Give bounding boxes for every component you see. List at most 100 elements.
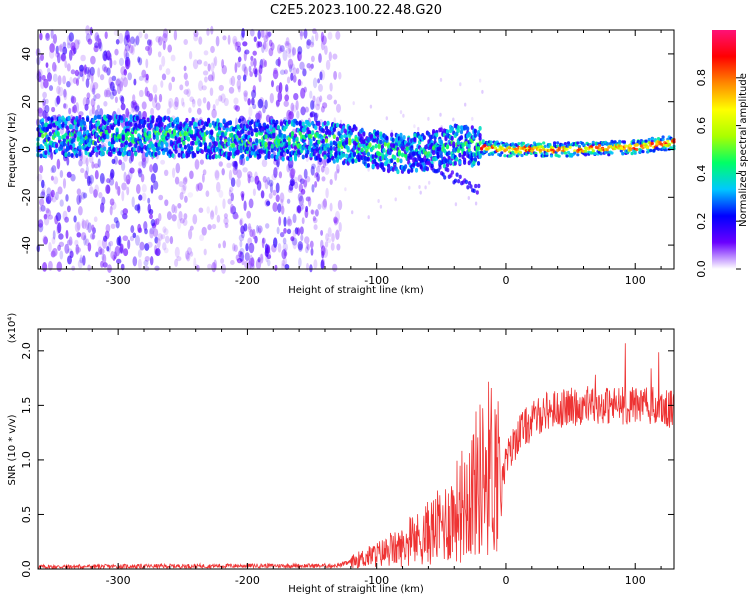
spectrogram-cell: [196, 146, 200, 152]
spectrogram-cell: [457, 179, 461, 184]
spectrogram-cell: [228, 189, 232, 197]
colorbar-label: Normalized spectral amplitude: [738, 73, 749, 227]
spectrogram-cell: [100, 147, 104, 153]
spectrogram-cell: [385, 116, 388, 121]
spectrogram-cell: [318, 157, 322, 163]
spectrogram-cell: [42, 262, 48, 272]
spectrogram-cell: [329, 202, 333, 212]
spectrogram-cell: [549, 154, 554, 158]
spectrogram-cell: [276, 157, 280, 168]
spectrogram-cell: [248, 198, 254, 209]
spectrogram-cell: [249, 28, 255, 37]
spectrogram-cell: [186, 136, 191, 142]
spectrogram-cell: [292, 239, 297, 250]
spectrogram-cell: [57, 75, 62, 86]
spectrogram-cell: [306, 243, 310, 251]
spectrogram-cell: [139, 241, 145, 251]
spectrogram-cell: [320, 245, 326, 256]
spectrogram-cell: [310, 100, 315, 110]
spectrogram-cell: [46, 72, 53, 82]
spectrogram-cell: [91, 233, 95, 240]
spectrogram-x-tick-label: -100: [364, 274, 389, 287]
spectrogram-cell: [221, 58, 225, 69]
spectrogram-cell: [520, 153, 524, 158]
spectrogram-cell: [49, 43, 55, 53]
spectrogram-cell: [135, 115, 139, 121]
spectrogram-cell: [487, 146, 491, 150]
spectrogram-cell: [283, 247, 287, 259]
spectrogram-cell: [182, 183, 187, 191]
spectrogram-cell: [218, 189, 224, 198]
spectrogram-cell: [83, 234, 87, 246]
spectrogram-cell: [239, 251, 244, 262]
spectrogram-cell: [369, 104, 373, 109]
spectrogram-cell: [145, 77, 149, 84]
spectrogram-cell: [93, 216, 98, 223]
spectrogram-cell: [481, 89, 484, 94]
spectrogram-cell: [72, 143, 76, 148]
spectrogram-cell: [577, 144, 582, 148]
spectrogram-cell: [316, 175, 321, 183]
spectrogram-cell: [306, 63, 312, 69]
spectrogram-cell: [201, 226, 207, 236]
spectrogram-cell: [78, 159, 83, 167]
spectrogram-cell: [494, 146, 498, 150]
spectrogram-cell: [376, 130, 380, 136]
spectrogram-cell: [517, 142, 521, 146]
spectrogram-cell: [300, 106, 306, 116]
spectrogram-cell: [63, 88, 67, 98]
spectrogram-cell: [256, 224, 259, 234]
spectrogram-cell: [38, 124, 42, 130]
spectrogram-cell: [168, 97, 174, 108]
spectrogram-cell: [191, 140, 195, 146]
spectrogram-cell: [194, 159, 200, 170]
spectrogram-cell: [475, 190, 479, 195]
spectrogram-cell: [125, 174, 131, 185]
spectrogram-cell: [138, 161, 143, 167]
spectrogram-cell: [174, 149, 178, 154]
spectrogram-y-tick-label: -40: [20, 236, 33, 254]
spectrogram-cell: [275, 119, 279, 125]
spectrogram-cell: [318, 83, 323, 92]
spectrogram-cell: [87, 175, 92, 185]
spectrogram-cell: [236, 60, 241, 68]
spectrogram-cell: [74, 221, 81, 233]
spectrogram-cell: [408, 185, 411, 190]
spectrogram-cell: [122, 77, 128, 88]
spectrogram-cell: [50, 175, 54, 181]
spectrogram-cell: [152, 84, 158, 94]
spectrogram-cell: [203, 50, 209, 56]
spectrogram-cell: [367, 215, 370, 220]
spectrogram-cell: [121, 135, 125, 141]
spectrogram-cell: [235, 41, 242, 48]
spectrogram-cell: [304, 236, 310, 244]
spectrogram-cell: [120, 115, 124, 121]
spectrogram-cell: [232, 35, 238, 45]
spectrogram-cell: [253, 145, 257, 150]
spectrogram-cell: [110, 250, 115, 260]
spectrogram-cell: [70, 124, 74, 130]
spectrogram-cell: [289, 178, 296, 187]
spectrogram-cell: [472, 188, 476, 193]
spectrogram-cell: [306, 39, 312, 46]
spectrogram-cell: [141, 69, 147, 78]
spectrogram-cell: [231, 143, 236, 148]
spectrogram-cell: [266, 124, 270, 129]
colorbar-tick-label: 0.2: [695, 212, 708, 230]
spectrogram-cell: [76, 137, 80, 142]
spectrogram-cell: [76, 221, 81, 231]
spectrogram-cell: [58, 241, 65, 248]
spectrogram-cell: [473, 156, 477, 162]
spectrogram-cell: [287, 52, 292, 58]
spectrogram-cell: [439, 112, 442, 117]
spectrogram-cell: [270, 143, 274, 149]
spectrogram-cell: [352, 101, 355, 106]
spectrogram-cell: [321, 142, 325, 148]
snr-y-tick-label: 0.5: [20, 506, 33, 524]
spectrogram-cell: [85, 165, 89, 176]
spectrogram-cell: [271, 80, 274, 88]
spectrogram-cell: [317, 78, 321, 84]
spectrogram-cell: [346, 145, 350, 151]
spectrogram-cell: [183, 39, 188, 45]
